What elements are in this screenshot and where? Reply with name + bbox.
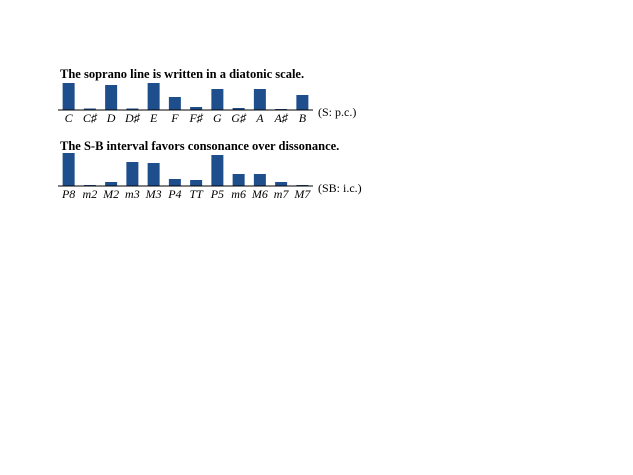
bar <box>253 89 266 110</box>
bar <box>105 85 118 110</box>
x-tick-label: P5 <box>210 187 224 201</box>
annotation: (SB: i.c.) <box>318 181 362 195</box>
bar <box>168 179 181 186</box>
annotation: (S: p.c.) <box>318 105 356 119</box>
x-tick-label: A <box>255 111 264 125</box>
bar <box>147 83 160 110</box>
bar <box>62 83 75 110</box>
x-tick-label: m7 <box>274 187 290 201</box>
bar <box>296 95 309 110</box>
x-tick-label: B <box>299 111 307 125</box>
bar <box>62 153 75 186</box>
bar <box>275 182 288 186</box>
x-tick-label: F♯ <box>188 111 203 125</box>
x-tick-label: P4 <box>167 187 181 201</box>
bar <box>232 174 245 186</box>
chart-title: The S-B interval favors consonance over … <box>60 139 339 153</box>
x-tick-label: m2 <box>83 187 98 201</box>
bar <box>126 108 139 110</box>
x-tick-label: C♯ <box>83 111 98 125</box>
x-tick-label: G♯ <box>231 111 247 125</box>
x-tick-label: m6 <box>231 187 246 201</box>
bar <box>147 163 160 186</box>
bar <box>168 97 181 110</box>
bar <box>211 89 224 110</box>
bar <box>190 107 203 110</box>
x-tick-label: G <box>213 111 222 125</box>
bar <box>83 108 96 110</box>
x-tick-label: D♯ <box>124 111 141 125</box>
bar <box>253 174 266 186</box>
x-tick-label: A♯ <box>273 111 288 125</box>
x-tick-label: TT <box>189 187 204 201</box>
x-tick-label: m3 <box>125 187 140 201</box>
bar <box>211 155 224 186</box>
x-tick-label: M6 <box>251 187 268 201</box>
bar <box>232 108 245 110</box>
x-tick-label: P8 <box>61 187 75 201</box>
x-tick-label: E <box>149 111 158 125</box>
bar <box>190 180 203 186</box>
x-tick-label: F <box>170 111 179 125</box>
bar <box>105 182 118 186</box>
bar <box>126 162 139 186</box>
x-tick-label: D <box>106 111 116 125</box>
x-tick-label: M3 <box>145 187 162 201</box>
chart-title: The soprano line is written in a diatoni… <box>60 67 304 81</box>
x-tick-label: M7 <box>293 187 311 201</box>
x-tick-label: M2 <box>102 187 119 201</box>
x-tick-label: C <box>65 111 74 125</box>
